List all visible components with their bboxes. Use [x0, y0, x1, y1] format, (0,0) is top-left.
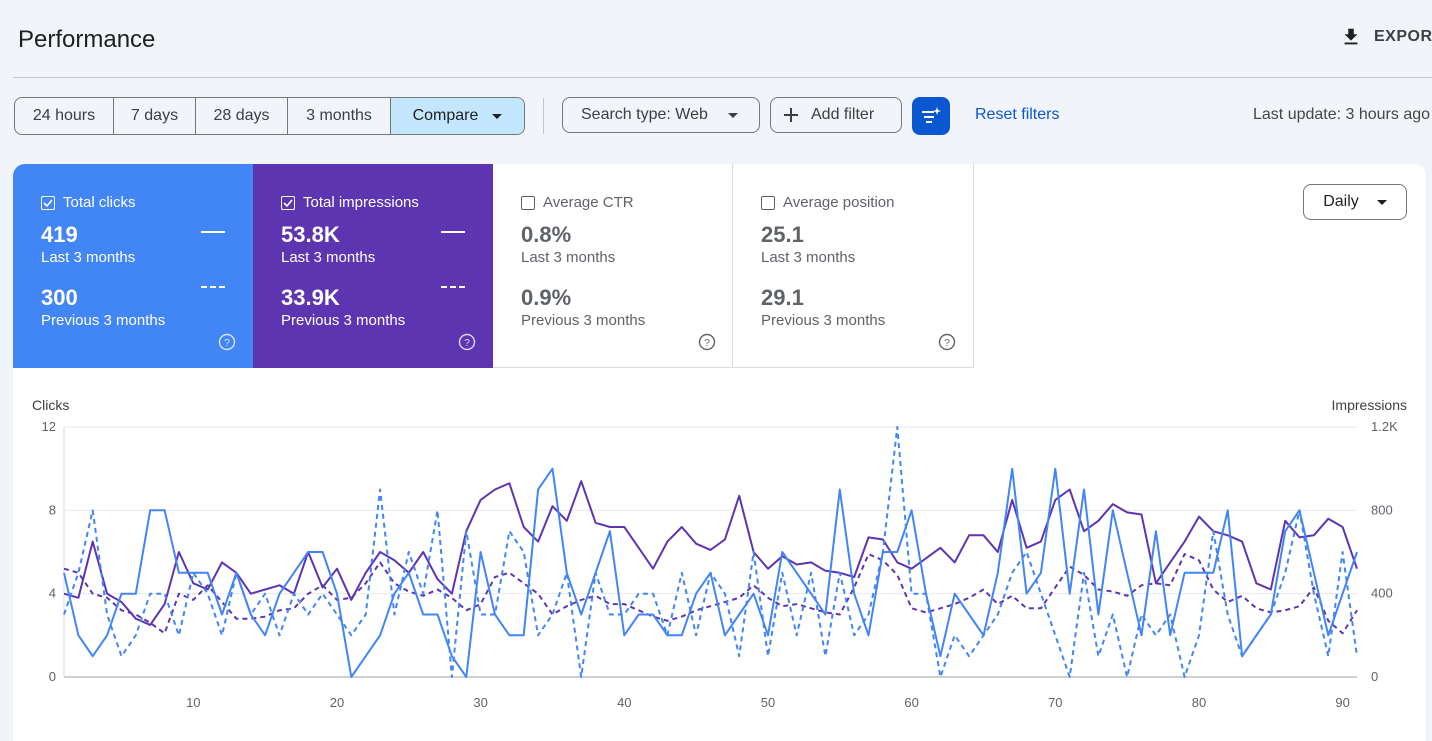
- metric-period: Last 3 months: [521, 249, 616, 266]
- metric-label: Average CTR: [543, 194, 634, 211]
- range-3-months[interactable]: 3 months: [288, 98, 391, 134]
- download-icon: [1344, 28, 1358, 45]
- metric-previous-period: Previous 3 months: [281, 312, 406, 329]
- performance-card: Total clicks 419 Last 3 months 300 Previ…: [13, 164, 1426, 741]
- search-type-label: Search type: Web: [581, 106, 708, 123]
- checkbox-unchecked-icon[interactable]: [761, 195, 775, 210]
- toolbar-divider: [543, 98, 544, 134]
- metric-label: Total impressions: [303, 194, 419, 211]
- series-line-total-clicks: [63, 467, 1358, 678]
- svg-text:?: ?: [944, 338, 950, 349]
- metric-value: 53.8K: [281, 222, 340, 247]
- last-update-text: Last update: 3 hours ago: [1253, 106, 1431, 123]
- export-button[interactable]: EXPORT: [1340, 26, 1432, 48]
- filter-suggestions-button[interactable]: [912, 97, 950, 135]
- metric-average-ctr[interactable]: Average CTR 0.8% Last 3 months 0.9% Prev…: [493, 164, 733, 368]
- checkbox-checked-icon[interactable]: [281, 195, 295, 210]
- series-line-total-impressions: [63, 480, 1358, 626]
- left-axis-title: Clicks: [32, 397, 69, 413]
- metric-previous-value: 29.1: [761, 285, 804, 310]
- dashed-line-legend-icon: [201, 286, 225, 288]
- x-axis-tick-label: 90: [1335, 695, 1349, 710]
- granularity-dropdown[interactable]: Daily: [1303, 184, 1407, 220]
- export-label: EXPORT: [1374, 28, 1432, 45]
- checkbox-checked-icon[interactable]: [41, 195, 55, 210]
- add-filter-button[interactable]: Add filter: [770, 97, 902, 133]
- solid-line-legend-icon: [441, 231, 465, 233]
- metric-total-impressions[interactable]: Total impressions 53.8K Last 3 months 33…: [253, 164, 493, 368]
- help-icon[interactable]: ?: [458, 333, 476, 351]
- dropdown-arrow-icon: [492, 113, 503, 119]
- range-24-hours[interactable]: 24 hours: [15, 98, 114, 134]
- page-title: Performance: [18, 26, 156, 53]
- reset-filters-link[interactable]: Reset filters: [975, 106, 1060, 123]
- x-axis-tick-label: 60: [904, 695, 918, 710]
- checkbox-unchecked-icon[interactable]: [521, 195, 535, 210]
- metric-previous-value: 300: [41, 285, 78, 310]
- right-axis-tick-label: 0: [1371, 669, 1378, 684]
- right-axis-title: Impressions: [1332, 397, 1407, 413]
- metric-period: Last 3 months: [761, 249, 856, 266]
- metric-label: Total clicks: [63, 194, 136, 211]
- metric-previous-value: 33.9K: [281, 285, 340, 310]
- left-axis-tick-label: 8: [49, 502, 56, 517]
- series-line-total-impressions-previous: [63, 553, 1358, 635]
- help-icon[interactable]: ?: [698, 333, 716, 351]
- metric-total-clicks[interactable]: Total clicks 419 Last 3 months 300 Previ…: [13, 164, 253, 368]
- right-axis-tick-label: 800: [1371, 502, 1393, 517]
- metric-period: Last 3 months: [281, 249, 376, 266]
- granularity-label: Daily: [1323, 193, 1359, 210]
- left-axis-tick-label: 4: [49, 586, 56, 601]
- metric-previous-period: Previous 3 months: [521, 312, 646, 329]
- x-axis-tick-label: 20: [330, 695, 344, 710]
- left-axis-tick-label: 0: [49, 669, 56, 684]
- metric-value: 0.8%: [521, 222, 572, 247]
- metric-average-position[interactable]: Average position 25.1 Last 3 months 29.1…: [733, 164, 974, 368]
- x-axis-tick-label: 50: [761, 695, 775, 710]
- left-axis-tick-label: 12: [42, 419, 56, 434]
- header-divider: [13, 77, 1432, 78]
- range-28-days[interactable]: 28 days: [196, 98, 288, 134]
- performance-chart: 0 4 8 12 0 400 800 1.2K Clicks Impressions 10 20 30 4…: [32, 397, 1407, 710]
- compare-button[interactable]: Compare: [391, 98, 524, 134]
- help-icon[interactable]: ?: [938, 333, 956, 351]
- metric-previous-value: 0.9%: [521, 285, 572, 310]
- filter-sparkle-icon: [922, 107, 941, 123]
- metric-label: Average position: [783, 194, 895, 211]
- metric-previous-period: Previous 3 months: [761, 312, 886, 329]
- range-7-days[interactable]: 7 days: [114, 98, 196, 134]
- dropdown-arrow-icon: [1376, 199, 1387, 205]
- metric-previous-period: Previous 3 months: [41, 312, 166, 329]
- add-filter-label: Add filter: [811, 106, 875, 123]
- dashed-line-legend-icon: [441, 286, 465, 288]
- x-axis-tick-label: 70: [1048, 695, 1062, 710]
- svg-text:?: ?: [224, 338, 230, 349]
- metric-period: Last 3 months: [41, 249, 136, 266]
- x-axis-tick-label: 10: [186, 695, 200, 710]
- x-axis-tick-label: 80: [1192, 695, 1206, 710]
- compare-label: Compare: [412, 107, 479, 124]
- plus-icon: [784, 108, 798, 122]
- solid-line-legend-icon: [201, 231, 225, 233]
- help-icon[interactable]: ?: [218, 333, 236, 351]
- svg-text:?: ?: [704, 338, 710, 349]
- right-axis-tick-label: 400: [1371, 586, 1393, 601]
- date-range-selector: 24 hours 7 days 28 days 3 months Compare: [14, 97, 525, 135]
- right-axis-tick-label: 1.2K: [1371, 419, 1398, 434]
- series-line-total-clicks-previous: [63, 426, 1358, 678]
- metric-value: 25.1: [761, 222, 804, 247]
- x-axis-tick-label: 40: [617, 695, 631, 710]
- svg-text:?: ?: [464, 338, 470, 349]
- search-type-dropdown[interactable]: Search type: Web: [562, 97, 760, 133]
- x-axis-tick-label: 30: [473, 695, 487, 710]
- dropdown-arrow-icon: [727, 112, 738, 118]
- metric-value: 419: [41, 222, 78, 247]
